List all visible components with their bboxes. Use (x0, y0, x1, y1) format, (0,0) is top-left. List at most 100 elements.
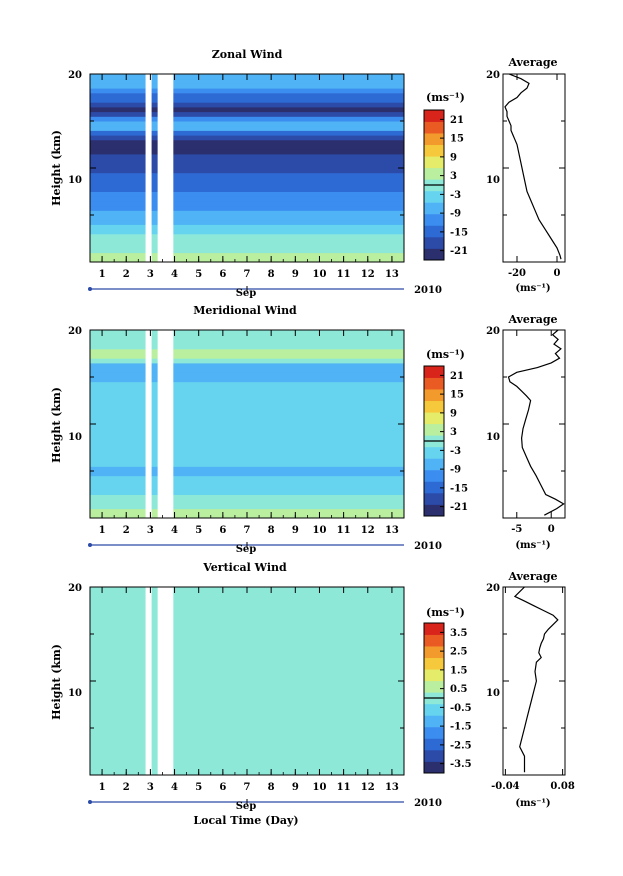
heatmap-band (90, 503, 404, 510)
zonal-average-title: Average (507, 56, 557, 69)
heatmap-band (90, 624, 404, 630)
heatmap-band (90, 713, 404, 720)
colorbar-swatch (424, 121, 444, 134)
heatmap-band (90, 116, 404, 122)
colorbar-swatch (424, 133, 444, 146)
colorbar-tick-label: -3.5 (450, 759, 472, 770)
heatmap-band (90, 125, 404, 131)
average-frame (502, 73, 566, 263)
colorbar-swatch (424, 190, 444, 203)
heatmap-band (90, 229, 404, 235)
colorbar-tick-label: 9 (450, 152, 457, 163)
colorbar-swatch (424, 236, 444, 249)
meridional-average-title: Average (507, 313, 557, 326)
heatmap-band (90, 685, 404, 691)
zonal-ytick-10: 10 (68, 175, 82, 186)
zonal-avg-xlabel: (ms⁻¹) (515, 283, 550, 294)
heatmap-band (90, 447, 404, 453)
vertical-avg-xlabel: (ms⁻¹) (515, 798, 550, 809)
vertical-day-ticks: 1 2 3 4 5 6 7 8 9 10 11 12 13 (88, 587, 405, 805)
meridional-avg-ytick-10: 10 (486, 432, 500, 443)
heatmap-band (90, 596, 404, 602)
day-tick-label: 9 (292, 525, 299, 536)
vertical-unit-label: (ms⁻¹) (426, 606, 465, 619)
colorbar-tick-label: 15 (450, 390, 464, 401)
day-tick-label: 7 (244, 782, 251, 793)
average-xtick-label: 0.08 (550, 781, 574, 792)
heatmap-band (90, 163, 404, 169)
colorbar-tick-label: -0.5 (450, 703, 472, 714)
heatmap-band (90, 424, 404, 430)
colorbar-swatch (424, 749, 444, 762)
colorbar-swatch (424, 657, 444, 670)
day-tick-label: 1 (99, 269, 106, 280)
heatmap-band (90, 475, 404, 481)
colorbar-swatch (424, 458, 444, 471)
heatmap-band (90, 92, 404, 98)
heatmap-band (90, 177, 404, 183)
heatmap-band (90, 200, 404, 207)
day-tick-label: 7 (244, 269, 251, 280)
heatmap-band (90, 737, 404, 743)
heatmap-band (90, 106, 404, 113)
heatmap-band (90, 367, 404, 373)
colorbar-swatch (424, 680, 444, 693)
heatmap-band (90, 111, 404, 117)
colorbar-tick-label: -21 (450, 502, 468, 513)
colorbar-tick-label: -3 (450, 190, 461, 201)
heatmap-band (90, 485, 404, 491)
day-tick-label: 5 (195, 525, 202, 536)
data-gap (145, 587, 152, 775)
heatmap-band (90, 139, 404, 145)
heatmap-band (90, 732, 404, 738)
colorbar-swatch (424, 389, 444, 402)
heatmap-band (90, 135, 404, 141)
zonal-avg-ytick-10: 10 (486, 175, 500, 186)
colorbar-tick-label: 1.5 (450, 665, 467, 676)
colorbar-tick-label: 9 (450, 408, 457, 419)
heatmap-band (90, 358, 404, 364)
day-tick-label: 6 (219, 782, 226, 793)
heatmap-band (90, 634, 404, 640)
day-tick-label: 10 (313, 525, 327, 536)
colorbar-swatch (424, 377, 444, 390)
heatmap-band (90, 144, 404, 150)
heatmap-band (90, 196, 404, 202)
heatmap-band (90, 182, 404, 188)
heatmap-band (90, 601, 404, 607)
colorbar-swatch (424, 156, 444, 169)
heatmap-band (90, 471, 404, 477)
colorbar-tick-label: 21 (450, 115, 464, 126)
colorbar-swatch (424, 225, 444, 238)
average-xtick-label: 0 (554, 268, 561, 279)
day-tick-label: 6 (219, 525, 226, 536)
data-gap (157, 330, 174, 518)
heatmap-band (90, 339, 404, 345)
day-tick-label: 11 (337, 525, 351, 536)
heatmap-band (90, 243, 404, 249)
colorbar-swatch (424, 144, 444, 157)
day-tick-label: 13 (385, 269, 399, 280)
heatmap-band (90, 88, 404, 94)
vertical-avg-ytick-20: 20 (486, 583, 500, 594)
colorbar-swatch (424, 504, 444, 517)
heatmap-band (90, 224, 404, 230)
meridional-ylabel: Height (km) (50, 387, 63, 463)
heatmap-band (90, 419, 404, 425)
day-tick-label: 2 (123, 782, 130, 793)
heatmap-band (90, 247, 404, 254)
heatmap-band (90, 746, 404, 752)
heatmap-band (90, 508, 404, 514)
average-profile-line (504, 73, 562, 260)
heatmap-band (90, 461, 404, 467)
colorbar-swatch (424, 634, 444, 647)
colorbar-swatch (424, 110, 444, 122)
heatmap-band (90, 348, 404, 354)
heatmap-band (90, 760, 404, 767)
heatmap-band (90, 704, 404, 710)
meridional-ytick-20: 20 (68, 326, 82, 337)
data-gap (157, 74, 174, 262)
colorbar-swatch (424, 213, 444, 226)
colorbar-tick-label: -2.5 (450, 740, 472, 751)
